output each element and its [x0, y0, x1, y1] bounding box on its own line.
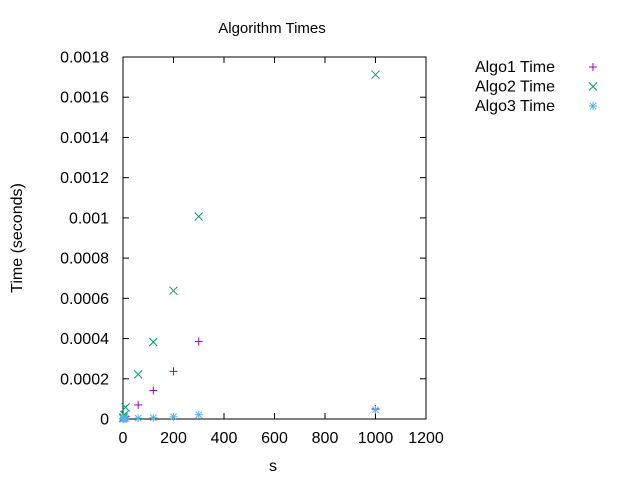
x-axis-label: s: [269, 458, 277, 475]
data-points: [118, 70, 380, 423]
plot-frame: [122, 56, 427, 420]
data-point: [148, 337, 158, 347]
data-point: [121, 402, 130, 412]
y-axis-label: Time (seconds): [9, 183, 26, 293]
x-tick-label: 1000: [358, 430, 394, 447]
y-tick-label: 0: [100, 412, 109, 429]
y-tick-label: 0.001: [69, 210, 109, 227]
data-point: [194, 212, 204, 221]
data-point: [134, 414, 143, 423]
data-point: [134, 400, 143, 409]
y-tick-label: 0.0004: [60, 331, 109, 348]
series-1: [119, 337, 380, 423]
legend-marker: [589, 63, 597, 71]
y-tick-label: 0.0016: [60, 90, 109, 107]
data-point: [149, 413, 158, 422]
y-tick-label: 0.0012: [60, 170, 109, 187]
data-point: [194, 410, 203, 419]
legend-label: Algo2 Time: [475, 79, 555, 96]
data-point: [371, 405, 380, 414]
data-point: [133, 369, 143, 379]
plot-border: [122, 56, 427, 420]
x-tick-label: 600: [261, 430, 288, 447]
x-tick-label: 200: [160, 430, 187, 447]
series-2: [118, 70, 380, 423]
legend-label: Algo3 Time: [475, 98, 555, 115]
data-point: [194, 337, 203, 346]
legend-marker: [589, 102, 597, 110]
y-axis: 0 0.0002 0.0004 0.0006 0.0008 0.001 0.0012 0.00…: [60, 50, 426, 429]
data-point: [169, 412, 178, 421]
y-tick-label: 0.0008: [60, 251, 109, 268]
legend-label: Algo1 Time: [475, 59, 555, 76]
data-point: [371, 70, 380, 80]
legend: Algo1 Time Algo2 Time Algo3 Time: [475, 59, 598, 115]
series-3: [119, 405, 380, 423]
y-tick-label: 0.0006: [60, 291, 109, 308]
y-tick-label: 0.0018: [60, 50, 109, 67]
y-tick-label: 0.0002: [60, 371, 109, 388]
x-axis: 0 200 400 600 800 1000 1200: [119, 57, 444, 447]
data-point: [169, 286, 178, 296]
data-point: [121, 414, 130, 423]
x-tick-label: 400: [211, 430, 238, 447]
y-tick-label: 0.0014: [60, 130, 109, 147]
x-tick-label: 1200: [408, 430, 444, 447]
x-tick-label: 800: [312, 430, 339, 447]
data-point: [149, 386, 158, 395]
data-point: [169, 367, 178, 376]
legend-marker: [588, 82, 598, 91]
x-tick-label: 0: [119, 430, 128, 447]
chart-title: Algorithm Times: [218, 20, 326, 37]
